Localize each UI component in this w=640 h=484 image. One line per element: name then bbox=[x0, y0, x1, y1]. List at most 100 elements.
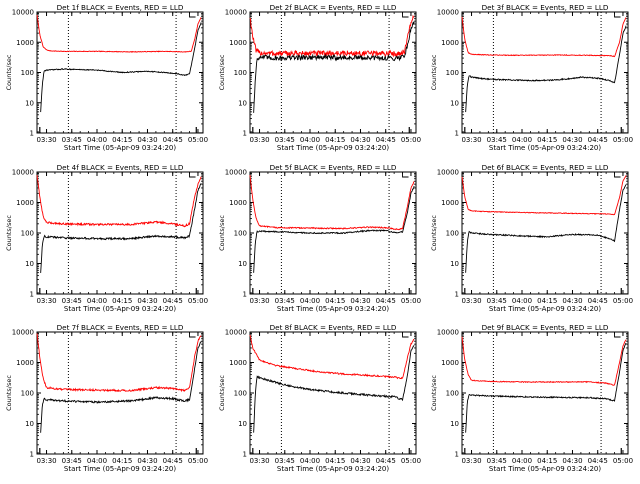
series-line-lld bbox=[36, 333, 202, 393]
chart-title: Det 8f BLACK = Events, RED = LLD bbox=[270, 323, 397, 332]
bracket-mark bbox=[614, 172, 621, 178]
x-axis-label: Start Time (05-Apr-09 03:24:20) bbox=[64, 465, 176, 473]
bracket-mark bbox=[189, 332, 196, 338]
x-tick-label: 04:45 bbox=[376, 297, 396, 305]
x-tick-label: 03:30 bbox=[249, 457, 269, 465]
x-tick-label: 03:45 bbox=[275, 136, 295, 144]
x-axis-label: Start Time (05-Apr-09 03:24:20) bbox=[489, 144, 601, 152]
x-tick-label: 04:00 bbox=[87, 457, 107, 465]
y-tick-label: 10000 bbox=[437, 169, 459, 177]
y-tick-label: 100 bbox=[446, 69, 459, 77]
x-tick-label: 04:15 bbox=[537, 297, 557, 305]
x-tick-label: 03:30 bbox=[461, 457, 481, 465]
chart-panel: Det 7f BLACK = Events, RED = LLD 1 10 100 10… bbox=[5, 323, 208, 473]
x-tick-label: 04:00 bbox=[300, 457, 320, 465]
y-tick-label: 1 bbox=[30, 129, 34, 137]
series-line-lld bbox=[461, 16, 627, 58]
x-axis-label: Start Time (05-Apr-09 03:24:20) bbox=[489, 465, 601, 473]
y-tick-label: 10000 bbox=[12, 169, 34, 177]
chart-panel: Det 4f BLACK = Events, RED = LLD 1 10 100 10… bbox=[5, 163, 208, 313]
bracket-mark bbox=[402, 332, 409, 338]
y-tick-label: 10 bbox=[450, 420, 459, 428]
y-tick-label: 10 bbox=[238, 420, 247, 428]
x-tick-label: 04:45 bbox=[163, 297, 183, 305]
y-axis-label: Counts/sec bbox=[430, 375, 438, 411]
x-tick-label: 03:45 bbox=[62, 457, 82, 465]
x-axis-label: Start Time (05-Apr-09 03:24:20) bbox=[489, 305, 601, 313]
x-axis-label: Start Time (05-Apr-09 03:24:20) bbox=[277, 144, 389, 152]
chart-title: Det 6f BLACK = Events, RED = LLD bbox=[482, 163, 609, 172]
series-line-events bbox=[465, 342, 627, 433]
x-tick-label: 04:00 bbox=[300, 297, 320, 305]
y-tick-label: 1000 bbox=[229, 39, 247, 47]
y-tick-label: 10 bbox=[238, 260, 247, 268]
x-tick-label: 04:30 bbox=[562, 136, 582, 144]
x-tick-label: 03:30 bbox=[36, 136, 56, 144]
x-tick-label: 04:15 bbox=[112, 136, 132, 144]
x-tick-label: 05:00 bbox=[188, 297, 208, 305]
y-tick-label: 10 bbox=[25, 99, 34, 107]
y-tick-label: 1 bbox=[455, 129, 459, 137]
series-line-lld bbox=[36, 15, 202, 53]
y-axis-label: Counts/sec bbox=[430, 54, 438, 90]
bracket-mark bbox=[189, 172, 196, 178]
x-tick-label: 03:45 bbox=[487, 136, 507, 144]
y-tick-label: 10 bbox=[25, 260, 34, 268]
chart-panel: Det 2f BLACK = Events, RED = LLD 1 10 100 10… bbox=[218, 3, 421, 152]
chart-title: Det 5f BLACK = Events, RED = LLD bbox=[270, 163, 397, 172]
x-tick-label: 04:30 bbox=[562, 457, 582, 465]
x-tick-label: 04:30 bbox=[137, 136, 157, 144]
x-tick-label: 04:15 bbox=[325, 297, 345, 305]
x-tick-label: 04:00 bbox=[512, 457, 532, 465]
x-tick-label: 03:45 bbox=[487, 457, 507, 465]
x-tick-label: 03:45 bbox=[275, 457, 295, 465]
x-tick-label: 03:30 bbox=[461, 297, 481, 305]
series-line-lld bbox=[249, 14, 415, 58]
x-tick-label: 04:45 bbox=[588, 297, 608, 305]
plot-frame bbox=[461, 11, 629, 134]
chart-panel: Det 3f BLACK = Events, RED = LLD 1 10 100 10… bbox=[430, 3, 633, 152]
x-tick-label: 04:00 bbox=[87, 136, 107, 144]
y-axis-label: Counts/sec bbox=[430, 215, 438, 251]
x-tick-label: 05:00 bbox=[613, 457, 633, 465]
x-tick-label: 04:30 bbox=[562, 297, 582, 305]
series-line-events bbox=[253, 185, 415, 273]
x-tick-label: 03:45 bbox=[62, 136, 82, 144]
chart-panel: Det 8f BLACK = Events, RED = LLD 1 10 100 10… bbox=[218, 323, 421, 473]
plot-frame bbox=[36, 331, 204, 455]
plot-frame bbox=[461, 331, 629, 455]
x-tick-label: 04:00 bbox=[87, 297, 107, 305]
x-axis-label: Start Time (05-Apr-09 03:24:20) bbox=[277, 305, 389, 313]
y-tick-label: 100 bbox=[21, 390, 34, 398]
series-line-lld bbox=[36, 175, 202, 228]
bracket-mark bbox=[614, 12, 621, 18]
x-tick-label: 04:30 bbox=[350, 136, 370, 144]
y-tick-label: 1 bbox=[30, 290, 34, 298]
chart-panel: Det 1f BLACK = Events, RED = LLD 1 10 100 10… bbox=[5, 3, 208, 152]
x-tick-label: 03:30 bbox=[249, 136, 269, 144]
x-tick-label: 05:00 bbox=[613, 136, 633, 144]
chart-title: Det 9f BLACK = Events, RED = LLD bbox=[482, 323, 609, 332]
chart-title: Det 4f BLACK = Events, RED = LLD bbox=[57, 163, 184, 172]
x-tick-label: 04:00 bbox=[512, 136, 532, 144]
y-tick-label: 1 bbox=[243, 450, 247, 458]
y-tick-label: 10 bbox=[25, 420, 34, 428]
x-tick-label: 05:00 bbox=[613, 297, 633, 305]
series-line-events bbox=[465, 184, 627, 273]
y-tick-label: 10 bbox=[238, 99, 247, 107]
y-axis-label: Counts/sec bbox=[5, 215, 13, 251]
x-tick-label: 04:15 bbox=[112, 457, 132, 465]
y-tick-label: 1 bbox=[243, 129, 247, 137]
plot-frame bbox=[36, 171, 204, 295]
x-tick-label: 04:00 bbox=[512, 297, 532, 305]
x-tick-label: 04:15 bbox=[537, 136, 557, 144]
x-tick-label: 04:15 bbox=[537, 457, 557, 465]
x-tick-label: 03:45 bbox=[275, 297, 295, 305]
y-tick-label: 1 bbox=[455, 450, 459, 458]
y-axis-label: Counts/sec bbox=[218, 54, 226, 90]
x-tick-label: 04:45 bbox=[163, 136, 183, 144]
plot-frame bbox=[249, 11, 417, 134]
y-tick-label: 1000 bbox=[16, 359, 34, 367]
